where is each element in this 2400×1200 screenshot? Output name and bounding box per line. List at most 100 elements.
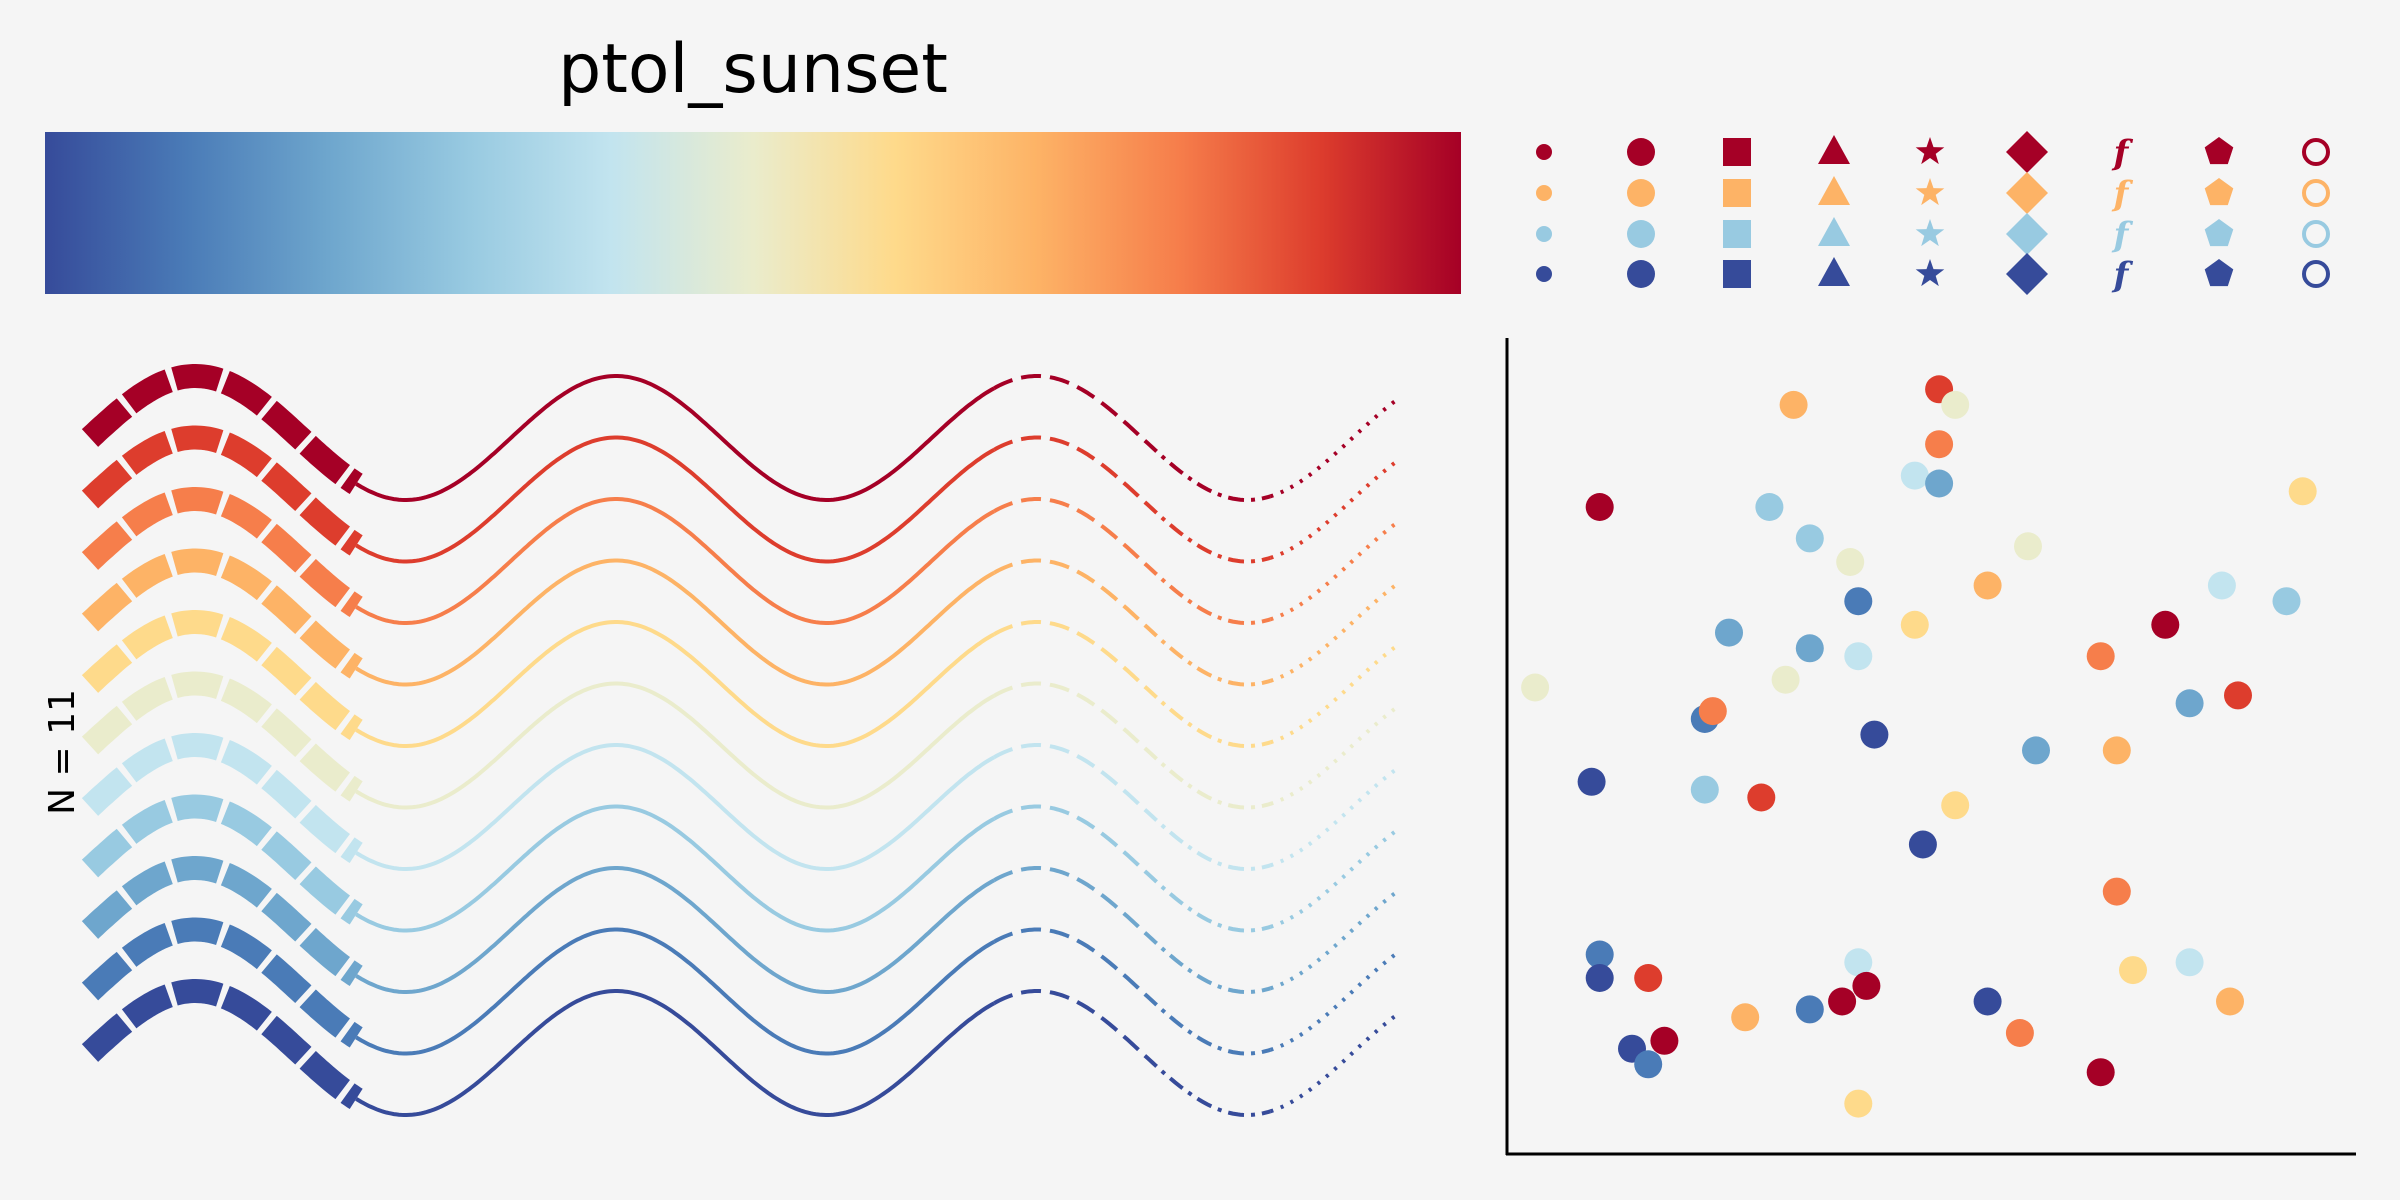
scatter-point bbox=[1715, 618, 1743, 647]
scatter-point bbox=[1731, 1003, 1760, 1032]
line-segment-solid bbox=[355, 743, 996, 871]
line-series bbox=[81, 610, 1398, 748]
line-segment-dashdot bbox=[1143, 746, 1272, 810]
marker-square bbox=[1723, 260, 1751, 288]
line-series bbox=[81, 364, 1398, 502]
line-segment-dashed bbox=[993, 620, 1147, 689]
line-series bbox=[81, 425, 1398, 564]
line-segment-solid bbox=[355, 620, 996, 748]
marker-diamond bbox=[2006, 172, 2048, 214]
line-segment-dashed bbox=[993, 681, 1147, 750]
line-segment-dashed bbox=[993, 866, 1147, 935]
line-segment-thick bbox=[81, 979, 363, 1110]
line-segment-dotted bbox=[1269, 460, 1398, 560]
colormap-bar bbox=[45, 132, 1461, 294]
line-series bbox=[81, 733, 1398, 871]
line-segment-dotted bbox=[1269, 398, 1398, 499]
line-segment-dashdot bbox=[1143, 562, 1272, 625]
marker-point bbox=[1536, 185, 1552, 201]
marker-point bbox=[1536, 266, 1552, 282]
line-segment-solid bbox=[355, 866, 996, 994]
scatter-point bbox=[2272, 587, 2301, 616]
marker-circle bbox=[1627, 220, 1655, 248]
scatter-point bbox=[1844, 587, 1873, 616]
line-segment-dashdot bbox=[1143, 808, 1272, 871]
marker-circle bbox=[1627, 138, 1655, 166]
marker-square bbox=[1723, 220, 1751, 248]
scatter-point bbox=[1779, 390, 1808, 419]
line-segment-dashdot bbox=[1143, 500, 1272, 564]
line-segment-dotted bbox=[1269, 952, 1398, 1052]
scatter-point bbox=[2086, 1058, 2115, 1087]
line-segment-dashed bbox=[993, 558, 1147, 627]
scatter-point bbox=[1860, 720, 1889, 749]
line-segment-thick bbox=[81, 856, 363, 987]
marker-open-circle bbox=[2302, 220, 2330, 248]
line-segment-dashdot bbox=[1143, 869, 1272, 933]
colormap-title: ptol_sunset bbox=[558, 30, 948, 109]
scatter-point bbox=[1577, 767, 1606, 796]
scatter-point bbox=[1900, 461, 1929, 490]
marker-circle bbox=[1627, 260, 1655, 288]
scatter-point bbox=[2207, 571, 2236, 600]
line-segment-thick bbox=[81, 917, 363, 1048]
marker-open-circle bbox=[2302, 179, 2330, 207]
line-segment-dashed bbox=[993, 927, 1147, 996]
scatter-point bbox=[1755, 493, 1784, 521]
marker-star bbox=[1915, 259, 1945, 287]
line-segment-dotted bbox=[1269, 706, 1398, 806]
scatter-point bbox=[1900, 610, 1929, 639]
scatter-point bbox=[1585, 493, 1614, 521]
scatter-point bbox=[1634, 964, 1663, 992]
line-segment-dashdot bbox=[1143, 931, 1272, 994]
scatter-point bbox=[2102, 877, 2131, 906]
scatter-point bbox=[1690, 775, 1719, 804]
marker-pentagon bbox=[2204, 259, 2234, 287]
scatter-point bbox=[1941, 791, 1970, 820]
scatter-point bbox=[1844, 1089, 1873, 1118]
line-segment-solid bbox=[355, 927, 996, 1056]
scatter-point bbox=[1585, 964, 1614, 992]
scatter-point bbox=[1973, 987, 2002, 1016]
scatter-point bbox=[1852, 971, 1881, 1000]
line-segment-solid bbox=[355, 374, 996, 502]
marker-square bbox=[1723, 179, 1751, 207]
scatter-point bbox=[2005, 1019, 2034, 1047]
line-segment-thick bbox=[81, 733, 363, 864]
marker-f: f bbox=[2112, 255, 2134, 295]
line-segment-dotted bbox=[1269, 890, 1398, 991]
line-segment-dotted bbox=[1269, 829, 1398, 929]
marker-point bbox=[1536, 226, 1552, 242]
line-segment-dashed bbox=[993, 804, 1147, 873]
line-panel bbox=[81, 364, 1398, 1117]
scatter-point bbox=[1747, 783, 1776, 812]
line-segment-solid bbox=[355, 804, 996, 933]
line-segment-solid bbox=[355, 435, 996, 564]
scatter-point bbox=[1795, 995, 1824, 1024]
line-segment-solid bbox=[355, 497, 996, 625]
line-series bbox=[81, 979, 1398, 1117]
line-segment-dotted bbox=[1269, 644, 1398, 745]
scatter-point bbox=[1973, 571, 2002, 600]
scatter-point bbox=[1698, 697, 1727, 726]
line-segment-thick bbox=[81, 548, 363, 679]
scatter-point bbox=[2224, 681, 2252, 710]
line-segment-dashdot bbox=[1143, 992, 1272, 1056]
line-segment-thick bbox=[81, 364, 363, 495]
marker-triangle bbox=[1818, 257, 1850, 286]
scatter-point bbox=[1844, 642, 1873, 671]
scatter-point bbox=[2288, 477, 2317, 506]
marker-pentagon bbox=[2204, 219, 2234, 247]
line-segment-dotted bbox=[1269, 1013, 1398, 1114]
line-segment-solid bbox=[355, 681, 996, 810]
scatter-point bbox=[1844, 948, 1873, 977]
marker-f: f bbox=[2112, 215, 2134, 255]
marker-f: f bbox=[2112, 174, 2134, 214]
scatter-point bbox=[1771, 665, 1800, 694]
scatter-point bbox=[1650, 1026, 1679, 1055]
marker-triangle bbox=[1818, 135, 1850, 164]
scatter-point bbox=[1925, 430, 1954, 459]
line-segment-thick bbox=[81, 794, 363, 925]
scatter-point bbox=[2014, 532, 2042, 561]
